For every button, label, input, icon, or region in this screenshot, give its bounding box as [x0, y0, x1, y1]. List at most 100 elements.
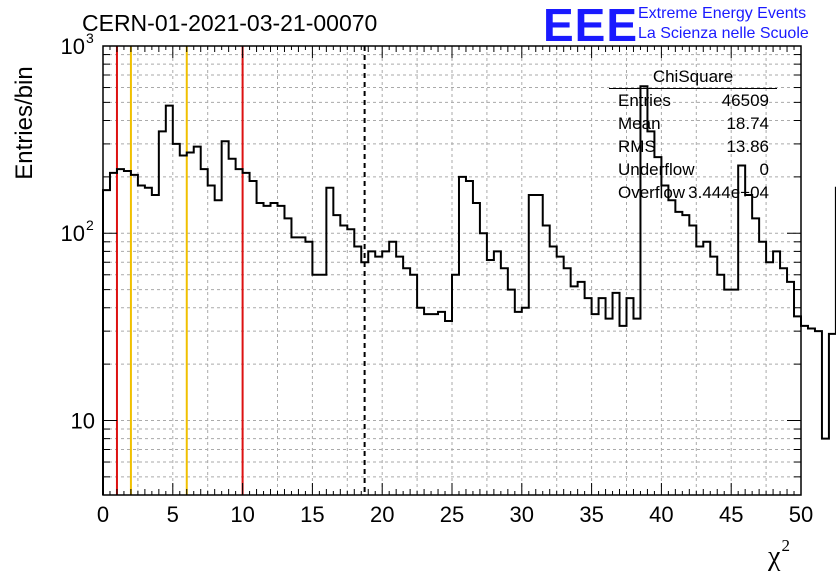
histogram-bin	[431, 314, 438, 495]
histogram-bin	[166, 106, 173, 495]
y-axis-title: Entries/bin	[11, 63, 39, 183]
histogram-bin	[340, 225, 347, 495]
histogram-bin	[375, 257, 382, 495]
stats-value: 13.86	[726, 137, 769, 157]
x-tick-label: 15	[300, 502, 324, 527]
x-axis-title: χ2	[768, 536, 790, 573]
stats-value: 3.444e+04	[688, 183, 769, 203]
histogram-bin	[187, 152, 194, 495]
y-tick-label: 10	[61, 221, 85, 246]
histogram-bin	[529, 195, 536, 495]
eee-logo: EEE	[543, 0, 638, 52]
histogram-bin	[180, 156, 187, 495]
histogram-bin	[759, 242, 766, 495]
histogram-bin	[815, 331, 822, 495]
histogram-bin	[829, 334, 836, 495]
histogram-bin	[159, 131, 166, 495]
stats-row: RMS 13.86	[609, 137, 777, 160]
histogram-bin	[682, 215, 689, 495]
histogram-bin	[278, 206, 285, 495]
histogram-bin	[675, 212, 682, 495]
stats-key: Mean	[618, 114, 661, 134]
stats-key: RMS	[618, 137, 656, 157]
x-axis-title-sup: 2	[781, 536, 790, 555]
histogram-bin	[515, 312, 522, 495]
histogram-bin	[703, 242, 710, 495]
histogram-bin	[333, 215, 340, 495]
histogram-bin	[822, 439, 829, 495]
histogram-bin	[229, 159, 236, 495]
stats-value: 18.74	[726, 114, 769, 134]
histogram-bin	[152, 195, 159, 495]
histogram-bin	[633, 319, 640, 495]
run-title: CERN-01-2021-03-21-00070	[82, 10, 377, 37]
histogram-bin	[710, 257, 717, 495]
y-axis-title-box: Entries/bin	[10, 64, 40, 184]
histogram-bin	[466, 181, 473, 495]
histogram-bin	[382, 251, 389, 495]
histogram-bin	[620, 326, 627, 495]
x-tick-label: 35	[579, 502, 603, 527]
histogram-bin	[571, 286, 578, 495]
histogram-bin	[138, 185, 145, 495]
histogram-bin	[173, 144, 180, 495]
stats-title: ChiSquare	[609, 67, 777, 89]
logo-subtitle-2: La Scienza nelle Scuole	[638, 25, 809, 43]
histogram-bin	[298, 237, 305, 495]
x-tick-label: 5	[167, 502, 179, 527]
histogram-bin	[780, 268, 787, 495]
histogram-bin	[766, 262, 773, 495]
histogram-bin	[403, 268, 410, 495]
histogram-bin	[627, 298, 634, 495]
histogram-bin	[117, 169, 124, 495]
histogram-bin	[145, 188, 152, 495]
stats-key: Underflow	[618, 160, 695, 180]
histogram-bin	[564, 268, 571, 495]
histogram-bin	[305, 242, 312, 495]
histogram-bin	[131, 175, 138, 495]
histogram-bin	[424, 314, 431, 495]
histogram-bin	[585, 298, 592, 495]
histogram-bin	[438, 312, 445, 495]
histogram-bin	[243, 173, 250, 495]
histogram-bin	[745, 195, 752, 495]
histogram-bin	[208, 185, 215, 495]
histogram-bin	[808, 328, 815, 495]
histogram-bin	[110, 173, 117, 495]
histogram-bin	[264, 206, 271, 495]
histogram-bin	[257, 203, 264, 495]
histogram-bin	[731, 290, 738, 495]
histogram-bin	[222, 141, 229, 495]
histogram-bin	[738, 166, 745, 495]
histogram-bin	[654, 157, 661, 495]
histogram-bin	[291, 237, 298, 495]
histogram-bin	[417, 308, 424, 495]
histogram-bin	[752, 218, 759, 495]
y-tick-label-exponent: 2	[86, 217, 94, 233]
logo-subtitle-1: Extreme Energy Events	[638, 5, 806, 23]
stats-key: Overflow	[618, 183, 685, 203]
stats-value: 0	[760, 160, 769, 180]
histogram-bin	[215, 200, 222, 495]
histogram-bin	[508, 290, 515, 495]
x-tick-label: 10	[230, 502, 254, 527]
histogram-bin	[606, 319, 613, 495]
histogram-bin	[326, 188, 333, 495]
histogram-bin	[592, 314, 599, 495]
x-tick-label: 50	[789, 502, 813, 527]
histogram-bin	[389, 242, 396, 495]
stats-row: Underflow 0	[609, 160, 777, 183]
histogram-bin	[124, 171, 131, 495]
histogram-bin	[236, 169, 243, 495]
x-tick-label: 45	[719, 502, 743, 527]
stats-value: 46509	[722, 91, 769, 111]
reference-lines	[117, 46, 365, 495]
x-tick-label: 25	[440, 502, 464, 527]
histogram-bin	[522, 308, 529, 495]
histogram-bin	[696, 246, 703, 495]
x-tick-label: 30	[510, 502, 534, 527]
histogram-bin	[599, 298, 606, 495]
histogram-bin	[459, 177, 466, 495]
histogram-bin	[536, 195, 543, 495]
